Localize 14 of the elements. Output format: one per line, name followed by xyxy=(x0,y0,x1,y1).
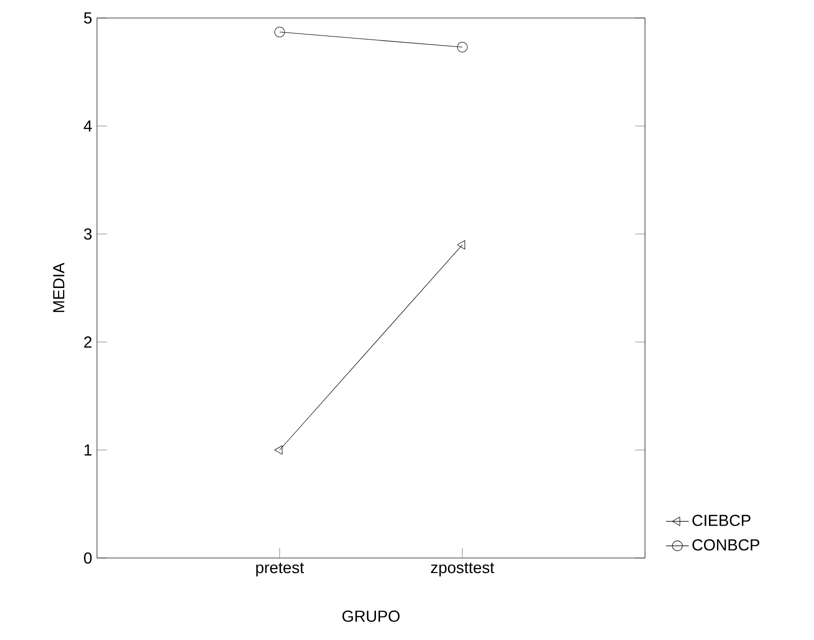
y-tick-label: 0 xyxy=(84,552,92,564)
y-tick-label: 4 xyxy=(84,120,92,132)
x-axis-title: GRUPO xyxy=(342,610,400,622)
y-axis-title: MEDIA xyxy=(53,262,64,312)
y-tick-label: 1 xyxy=(84,444,92,456)
legend-label: CONBCP xyxy=(692,539,760,551)
legend-label: CIEBCP xyxy=(692,514,750,526)
y-tick-label: 2 xyxy=(84,336,92,348)
point xyxy=(457,42,468,52)
x-tick-label: pretest xyxy=(256,562,304,576)
x-tick-label: zposttest xyxy=(430,562,494,576)
y-tick-label: 3 xyxy=(84,228,92,240)
y-tick-label: 5 xyxy=(84,12,92,24)
point xyxy=(274,26,285,38)
